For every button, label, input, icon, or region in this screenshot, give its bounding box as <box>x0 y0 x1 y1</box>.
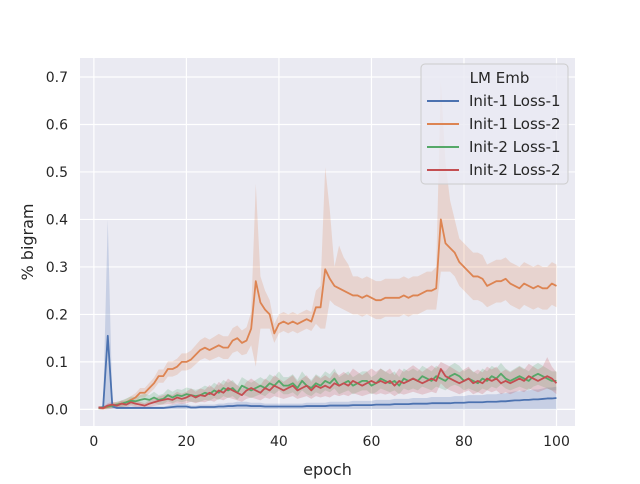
x-tick-label: 40 <box>270 434 288 450</box>
x-axis-label: epoch <box>303 460 352 479</box>
legend-box <box>420 63 569 185</box>
y-tick-label: 0.4 <box>46 212 68 228</box>
legend-label-init-2-loss-2: Init-2 Loss-2 <box>469 161 561 179</box>
x-tick-label: 100 <box>543 434 570 450</box>
y-tick-label: 0.5 <box>46 165 68 181</box>
y-tick-label: 0.7 <box>46 70 68 86</box>
x-tick-label: 20 <box>177 434 195 450</box>
legend-label-init-2-loss-1: Init-2 Loss-1 <box>469 138 561 156</box>
grid-lines <box>80 58 575 426</box>
y-tick-label: 0.6 <box>46 117 68 133</box>
y-tick-label: 0.1 <box>46 355 68 371</box>
y-tick-label: 0.2 <box>46 307 68 323</box>
line-init-1-loss-2 <box>98 218 557 410</box>
legend-items: Init-1 Loss-1 Init-1 Loss-2 Init-2 Loss-1 I… <box>427 92 561 179</box>
y-tick-label: 0.0 <box>46 402 68 418</box>
x-tick-label: 60 <box>363 434 381 450</box>
series-lines <box>98 218 558 410</box>
line-init-2-loss-1 <box>98 372 557 409</box>
legend-title: LM Emb <box>470 69 530 87</box>
line-init-1-loss-1 <box>98 334 557 409</box>
x-tick-label: 80 <box>455 434 473 450</box>
legend: LM Emb Init-1 Loss-1 Init-1 Loss-2 Init-2 … <box>420 63 569 185</box>
x-axis-ticks: 0 20 40 60 80 100 <box>89 434 569 450</box>
y-axis-label: % bigram <box>18 203 37 280</box>
legend-label-init-1-loss-2: Init-1 Loss-2 <box>469 115 561 133</box>
x-tick-label: 0 <box>89 434 98 450</box>
line-init-2-loss-2 <box>98 368 558 409</box>
y-axis-ticks: 0.0 0.1 0.2 0.3 0.4 0.5 0.6 0.7 <box>46 70 68 418</box>
y-tick-label: 0.3 <box>46 260 68 276</box>
legend-label-init-1-loss-1: Init-1 Loss-1 <box>469 92 561 110</box>
